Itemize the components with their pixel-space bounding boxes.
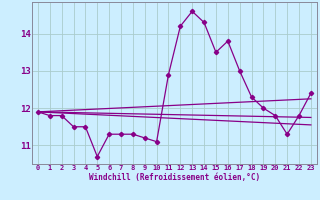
- X-axis label: Windchill (Refroidissement éolien,°C): Windchill (Refroidissement éolien,°C): [89, 173, 260, 182]
